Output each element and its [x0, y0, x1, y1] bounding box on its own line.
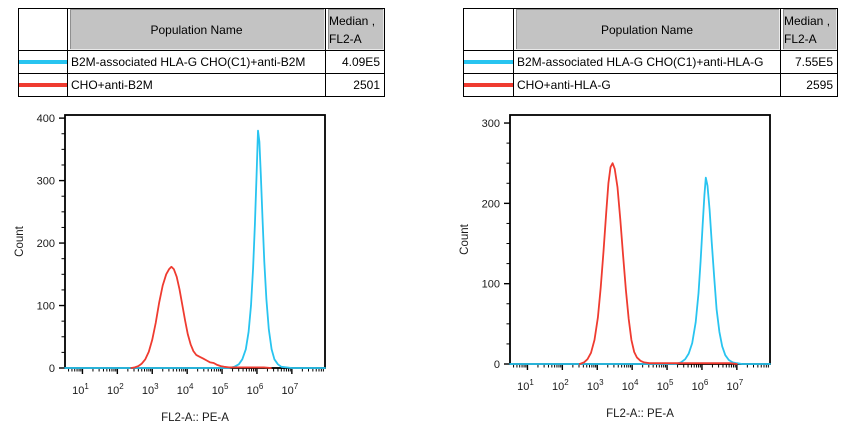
series-swatch-cell: [18, 73, 68, 97]
population-name-header-label: Population Name: [150, 22, 243, 37]
series-color-swatch: [464, 83, 513, 87]
median-header-line2: FL2-A: [784, 31, 817, 46]
svg-text:102: 102: [107, 382, 124, 397]
svg-text:104: 104: [177, 382, 194, 397]
median-header-line1: Median ,: [329, 13, 376, 28]
svg-text:300: 300: [482, 118, 500, 130]
legend-header-population-name: Population Name: [67, 8, 326, 51]
legend-row: CHO+anti-HLA-G 2595: [463, 73, 838, 97]
svg-text:103: 103: [587, 378, 604, 393]
svg-text:0: 0: [49, 363, 55, 375]
series-color-swatch: [19, 60, 67, 64]
svg-text:106: 106: [247, 382, 264, 397]
svg-text:400: 400: [37, 113, 55, 125]
series-swatch-cell: [463, 50, 514, 74]
median-value-cell: 4.09E5: [325, 50, 385, 74]
legend-header: Population Name Median , FL2-A: [463, 8, 838, 51]
legend-header-median: Median , FL2-A: [780, 8, 838, 51]
legend-row: CHO+anti-B2M 2501: [18, 73, 385, 97]
population-name-header-label: Population Name: [600, 22, 694, 37]
population-name-cell: CHO+anti-HLA-G: [513, 73, 781, 97]
svg-text:105: 105: [657, 378, 674, 393]
svg-text:100: 100: [482, 279, 500, 291]
median-value-cell: 7.55E5: [780, 50, 838, 74]
legend-header-corner-cell: [18, 8, 68, 51]
svg-text:103: 103: [142, 382, 159, 397]
svg-text:107: 107: [726, 378, 743, 393]
panel-anti-hla-g: Population Name Median , FL2-A B2M-assoc…: [425, 0, 850, 441]
svg-text:300: 300: [37, 176, 55, 188]
median-value-cell: 2595: [780, 73, 838, 97]
svg-text:0: 0: [494, 359, 500, 371]
svg-text:104: 104: [622, 378, 639, 393]
legend-header-corner-cell: [463, 8, 514, 51]
svg-text:200: 200: [37, 238, 55, 250]
population-name-cell: B2M-associated HLA-G CHO(C1)+anti-B2M: [67, 50, 326, 74]
panel-anti-b2m: Population Name Median , FL2-A B2M-assoc…: [14, 8, 385, 424]
series-color-swatch: [464, 60, 513, 64]
population-name-cell: CHO+anti-B2M: [67, 73, 326, 97]
series-color-swatch: [19, 83, 67, 87]
svg-text:Count: Count: [14, 225, 26, 256]
median-header-line1: Median ,: [784, 13, 831, 28]
svg-text:Count: Count: [459, 223, 471, 254]
legend-header-population-name: Population Name: [513, 8, 781, 51]
flow-histogram-anti-b2m: 0 100 200 300 400 101 102 103 104 105 106 107 FL2-A:…: [14, 113, 326, 424]
legend-row: B2M-associated HLA-G CHO(C1)+anti-HLA-G …: [463, 50, 838, 74]
svg-text:101: 101: [517, 378, 534, 393]
series-swatch-cell: [463, 73, 514, 97]
svg-text:106: 106: [692, 378, 709, 393]
median-value-cell: 2501: [325, 73, 385, 97]
population-name-cell: B2M-associated HLA-G CHO(C1)+anti-HLA-G: [513, 50, 781, 74]
legend-header: Population Name Median , FL2-A: [18, 8, 385, 51]
legend-row: B2M-associated HLA-G CHO(C1)+anti-B2M 4.…: [18, 50, 385, 74]
svg-text:105: 105: [212, 382, 229, 397]
svg-text:FL2-A:: PE-A: FL2-A:: PE-A: [161, 412, 229, 424]
svg-text:101: 101: [72, 382, 89, 397]
svg-text:FL2-A:: PE-A: FL2-A:: PE-A: [606, 408, 674, 420]
svg-text:100: 100: [37, 301, 55, 313]
svg-text:200: 200: [482, 198, 500, 210]
median-header-line2: FL2-A: [329, 31, 362, 46]
legend-table: Population Name Median , FL2-A B2M-assoc…: [18, 8, 385, 97]
legend-header-median: Median , FL2-A: [325, 8, 385, 51]
series-swatch-cell: [18, 50, 68, 74]
svg-text:102: 102: [552, 378, 569, 393]
legend-table: Population Name Median , FL2-A B2M-assoc…: [463, 8, 838, 97]
svg-text:107: 107: [281, 382, 298, 397]
